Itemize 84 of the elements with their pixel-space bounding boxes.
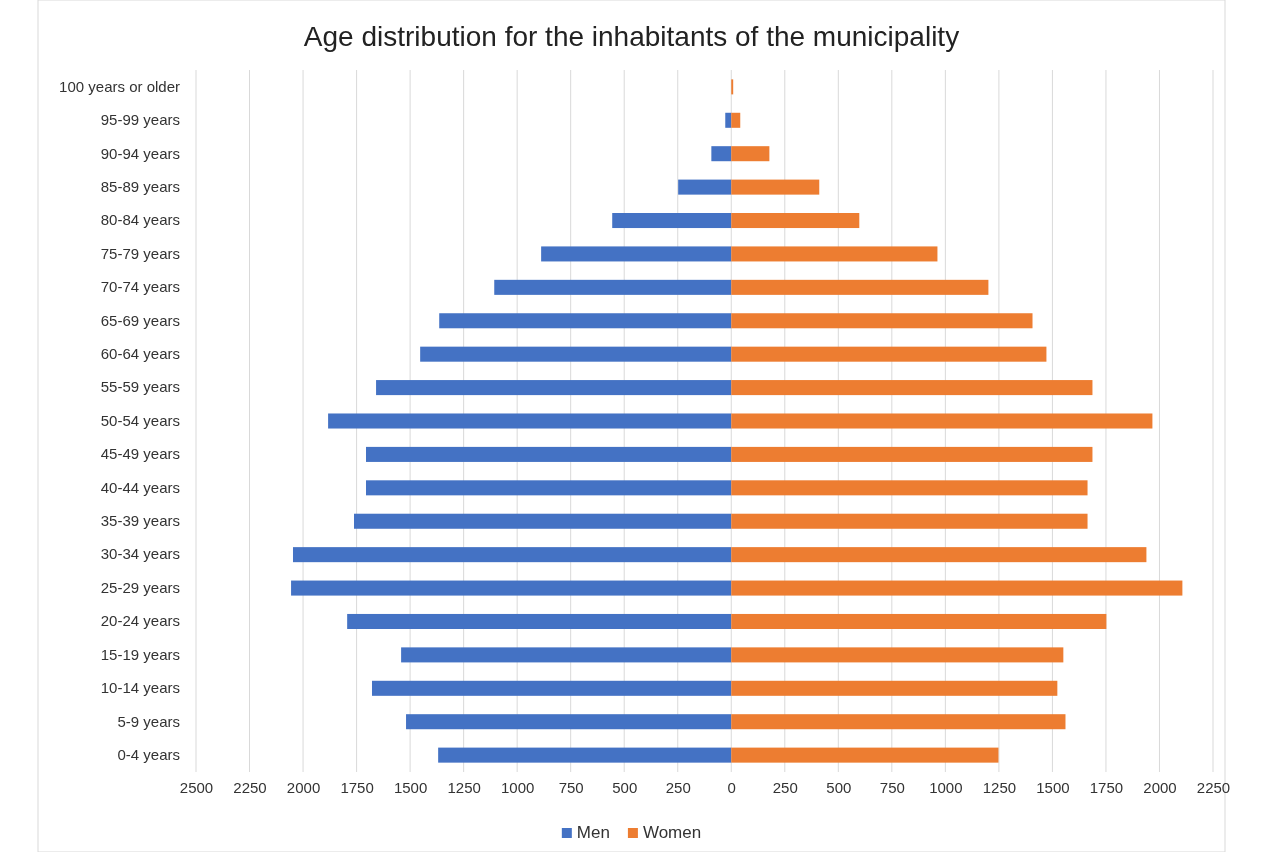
bar xyxy=(366,446,732,462)
legend-label: Women xyxy=(642,823,702,842)
y-tick-label: 30-34 years xyxy=(100,545,180,563)
legend-label: Men xyxy=(576,823,610,842)
x-tick-label: 250 xyxy=(665,778,691,796)
y-tick-label: 35-39 years xyxy=(100,512,180,530)
bar xyxy=(376,380,732,396)
y-tick-label: 15-19 years xyxy=(100,645,180,663)
bar xyxy=(731,246,938,262)
y-tick-label: 20-24 years xyxy=(100,612,180,630)
bar xyxy=(731,213,860,229)
x-tick-label: 2250 xyxy=(1196,778,1231,796)
bar xyxy=(731,279,989,295)
bar xyxy=(731,647,1064,663)
bar xyxy=(731,413,1153,429)
x-tick-label: 750 xyxy=(879,778,905,796)
bar xyxy=(731,313,1033,329)
bar xyxy=(438,747,732,763)
y-tick-label: 85-89 years xyxy=(100,177,180,195)
bar xyxy=(366,480,732,496)
y-tick-label: 50-54 years xyxy=(100,411,180,429)
bar xyxy=(731,480,1088,496)
bar xyxy=(401,647,732,663)
x-tick-label: 1750 xyxy=(1089,778,1124,796)
y-tick-label: 100 years or older xyxy=(59,77,180,95)
bar xyxy=(347,613,732,629)
bar xyxy=(612,213,732,229)
bar xyxy=(354,513,732,529)
bar xyxy=(731,547,1147,563)
y-tick-label: 95-99 years xyxy=(100,111,180,129)
x-tick-label: 2500 xyxy=(179,778,214,796)
bar xyxy=(711,146,732,162)
bar xyxy=(731,747,999,763)
y-tick-label: 90-94 years xyxy=(100,144,180,162)
bar xyxy=(420,346,732,362)
y-tick-label: 0-4 years xyxy=(117,745,180,763)
x-tick-label: 500 xyxy=(612,778,638,796)
x-tick-label: 2000 xyxy=(1143,778,1177,796)
x-tick-label: 1250 xyxy=(447,778,481,796)
x-tick-label: 750 xyxy=(558,778,584,796)
x-tick-label: 2000 xyxy=(286,778,321,796)
bar xyxy=(725,112,732,128)
y-tick-label: 70-74 years xyxy=(100,278,180,296)
x-tick-label: 1500 xyxy=(1036,778,1070,796)
y-tick-label: 25-29 years xyxy=(100,578,180,596)
bar xyxy=(328,413,732,429)
x-tick-label: 500 xyxy=(826,778,852,796)
bar xyxy=(372,680,732,696)
bar xyxy=(292,547,732,563)
bar xyxy=(678,179,732,195)
bar xyxy=(731,714,1066,730)
y-tick-label: 75-79 years xyxy=(100,244,180,262)
y-tick-label: 80-84 years xyxy=(100,211,180,229)
bar xyxy=(494,279,732,295)
bar xyxy=(731,380,1093,396)
x-tick-label: 250 xyxy=(772,778,798,796)
bar xyxy=(731,613,1107,629)
y-tick-label: 5-9 years xyxy=(117,712,180,730)
x-tick-label: 1250 xyxy=(982,778,1017,796)
y-tick-label: 65-69 years xyxy=(100,311,180,329)
bar xyxy=(731,680,1058,696)
chart-title: Age distribution for the inhabitants of the municipality xyxy=(303,21,960,52)
y-tick-label: 45-49 years xyxy=(100,445,180,463)
bar xyxy=(406,714,732,730)
x-tick-label: 1000 xyxy=(500,778,535,796)
bar xyxy=(439,313,732,329)
y-tick-label: 60-64 years xyxy=(100,344,180,362)
x-tick-label: 1750 xyxy=(340,778,374,796)
y-tick-label: 40-44 years xyxy=(100,478,180,496)
y-tick-label: 55-59 years xyxy=(100,378,180,396)
bar xyxy=(291,580,732,596)
x-tick-label: 1500 xyxy=(393,778,428,796)
bar xyxy=(731,146,770,162)
bar xyxy=(731,513,1088,529)
bar xyxy=(731,346,1047,362)
x-tick-label: 0 xyxy=(727,778,736,796)
bar xyxy=(731,446,1093,462)
bar xyxy=(731,580,1183,596)
y-tick-label: 10-14 years xyxy=(100,679,180,697)
bar xyxy=(731,179,820,195)
x-tick-label: 2250 xyxy=(233,778,267,796)
x-tick-label: 1000 xyxy=(929,778,963,796)
bar xyxy=(541,246,732,262)
bar xyxy=(731,112,741,128)
